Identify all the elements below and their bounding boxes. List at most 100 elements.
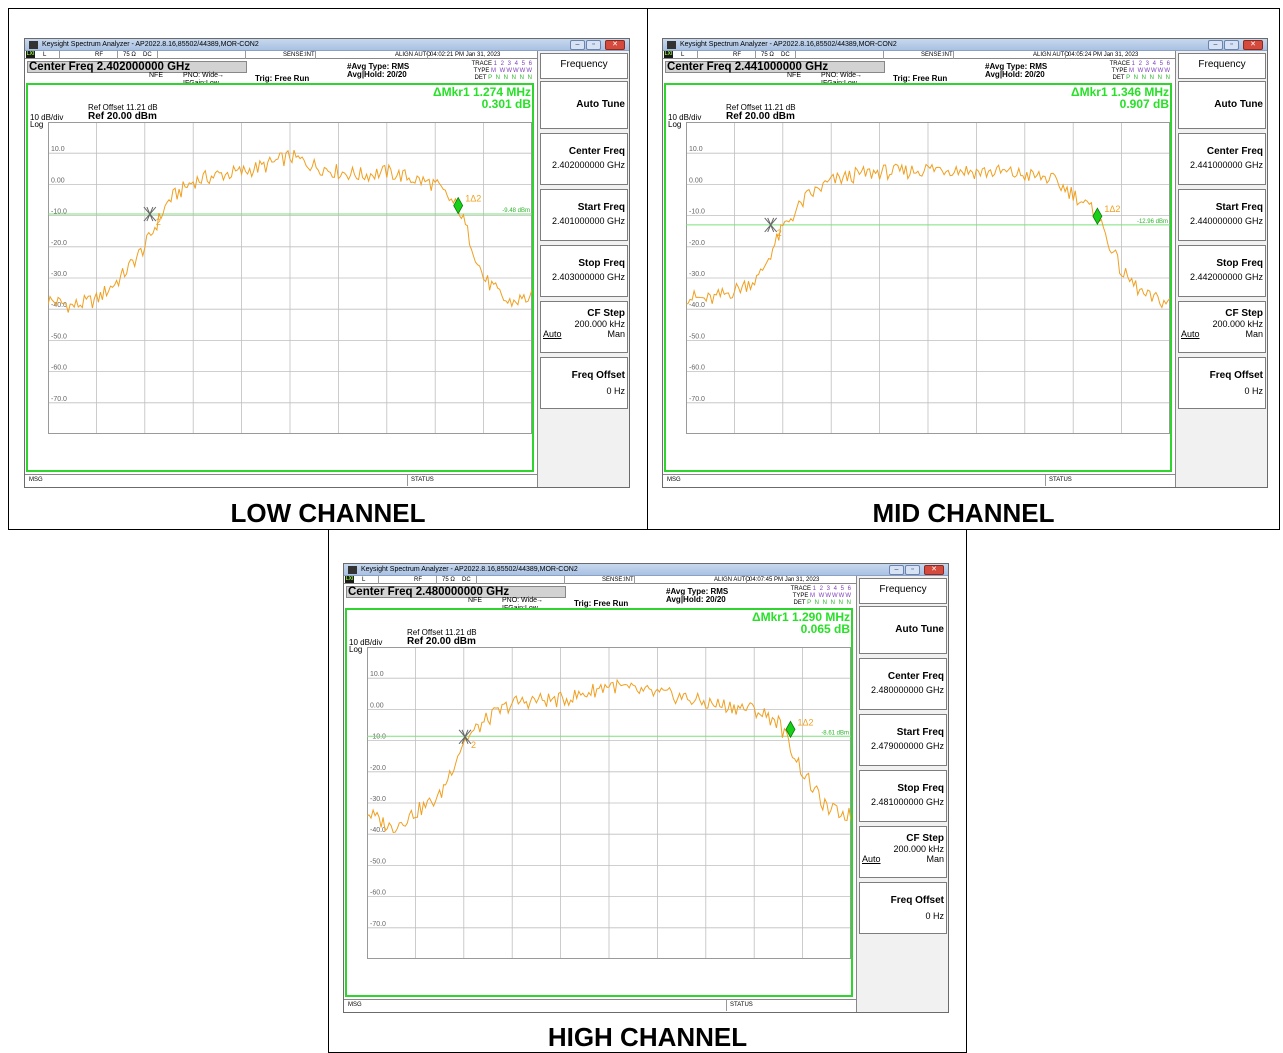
type-row-label: TYPE <box>792 593 809 599</box>
mid-channel-label: MID CHANNEL <box>872 498 1055 528</box>
y-tick-label: -10.0 <box>370 734 386 741</box>
softkey-center-freq[interactable]: Center Freq 2.480000000 GHz <box>859 658 947 710</box>
marker-readout: ΔMkr1 1.290 MHz 0.065 dB <box>752 611 850 635</box>
softkey-stop-freq[interactable]: Stop Freq 2.403000000 GHz <box>540 245 628 297</box>
marker-readout: ΔMkr1 1.346 MHz 0.907 dB <box>1071 86 1169 110</box>
title-bar: Keysight Spectrum Analyzer - AP2022.8.16… <box>663 39 1267 51</box>
status-mode: L <box>362 577 366 583</box>
cf-step-auto: Auto <box>1181 329 1200 339</box>
status-label: STATUS <box>726 1000 753 1011</box>
softkey-center-freq[interactable]: Center Freq 2.441000000 GHz <box>1178 133 1266 185</box>
avg-type-label: #Avg Type: RMS <box>985 62 1048 71</box>
y-tick-label: -70.0 <box>370 921 386 928</box>
lxi-icon: LXI <box>345 576 354 583</box>
close-icon[interactable]: ✕ <box>1243 40 1263 50</box>
y-tick-label: -20.0 <box>370 765 386 772</box>
marker-delta: ΔMkr1 1.346 MHz <box>1071 85 1169 99</box>
graticule-area[interactable]: ΔMkr1 1.290 MHz 0.065 dB Ref Offset 11.2… <box>345 608 853 997</box>
ref-level-label: Ref 20.00 dBm <box>88 111 157 122</box>
graticule-area[interactable]: ΔMkr1 1.274 MHz 0.301 dB Ref Offset 11.2… <box>26 83 534 472</box>
y-tick-label: -30.0 <box>689 271 705 278</box>
marker-delta: ΔMkr1 1.290 MHz <box>752 610 850 624</box>
softkey-stop-freq[interactable]: Stop Freq 2.481000000 GHz <box>859 770 947 822</box>
softkey-auto-tune[interactable]: Auto Tune <box>1178 81 1266 129</box>
softkey-cf-step[interactable]: CF Step 200.000 kHz Auto Man <box>859 826 947 878</box>
low-channel-label: LOW CHANNEL <box>230 498 426 528</box>
restore-icon[interactable]: ▫ <box>1224 40 1239 50</box>
scale-type-label: Log <box>30 120 44 129</box>
nfe-label: NFE <box>468 597 482 604</box>
window-title: Keysight Spectrum Analyzer - AP2022.8.16… <box>680 41 897 48</box>
trace-row-label: TRACE <box>471 61 492 67</box>
softkey-freq-offset[interactable]: Freq Offset 0 Hz <box>859 882 947 934</box>
softkey-start-freq[interactable]: Start Freq 2.440000000 GHz <box>1178 189 1266 241</box>
close-icon[interactable]: ✕ <box>605 40 625 50</box>
marker-2-icon <box>143 206 157 222</box>
ref-offset-label: Ref Offset 11.21 dB <box>726 103 796 112</box>
close-icon[interactable]: ✕ <box>924 565 944 575</box>
softkey-auto-tune[interactable]: Auto Tune <box>859 606 947 654</box>
high-channel-label: HIGH CHANNEL <box>547 1022 748 1052</box>
marker-2-icon <box>458 729 472 745</box>
trace-row-value: 1 2 3 4 5 6 <box>493 61 533 67</box>
marker-value: 0.065 dB <box>800 622 850 636</box>
minimize-icon[interactable]: – <box>570 40 585 50</box>
threshold-label: -12.96 dBm <box>1137 219 1168 225</box>
status-impedance: 75 Ω <box>123 52 136 58</box>
y-tick-label: -60.0 <box>370 890 386 897</box>
softkey-auto-tune[interactable]: Auto Tune <box>540 81 628 129</box>
softkey-start-freq[interactable]: Start Freq 2.479000000 GHz <box>859 714 947 766</box>
softkey-freq-offset[interactable]: Freq Offset 0 Hz <box>1178 357 1266 409</box>
y-tick-label: 10.0 <box>689 146 703 153</box>
center-freq-title[interactable]: Center Freq 2.402000000 GHz <box>27 61 247 73</box>
trace-row-label: TRACE <box>790 586 811 592</box>
marker-1-diamond-icon <box>453 196 464 215</box>
softkey-freq-offset[interactable]: Freq Offset 0 Hz <box>540 357 628 409</box>
y-tick-label: -20.0 <box>51 240 67 247</box>
trig-label: Trig: Free Run <box>255 74 310 83</box>
cf-step-man: Man <box>926 854 944 864</box>
status-align: ALIGN AUTO <box>1033 52 1069 58</box>
restore-icon[interactable]: ▫ <box>905 565 920 575</box>
center-freq-title[interactable]: Center Freq 2.480000000 GHz <box>346 586 566 598</box>
nfe-label: NFE <box>787 72 801 79</box>
center-freq-title[interactable]: Center Freq 2.441000000 GHz <box>665 61 885 73</box>
marker-1-diamond-icon <box>785 720 796 739</box>
avg-type-label: #Avg Type: RMS <box>347 62 410 71</box>
status-timestamp: 04:07:45 PM Jan 31, 2023 <box>749 577 820 583</box>
softkey-cf-step[interactable]: CF Step 200.000 kHz Auto Man <box>540 301 628 353</box>
nfe-label: NFE <box>149 72 163 79</box>
avg-hold-label: Avg|Hold: 20/20 <box>347 70 407 79</box>
app-logo-icon <box>29 41 38 49</box>
marker-readout: ΔMkr1 1.274 MHz 0.301 dB <box>433 86 531 110</box>
det-row-value: P N N N N N <box>488 75 533 81</box>
message-bar: MSG STATUS <box>344 999 856 1012</box>
restore-icon[interactable]: ▫ <box>586 40 601 50</box>
softkey-center-freq[interactable]: Center Freq 2.402000000 GHz <box>540 133 628 185</box>
softkey-start-freq[interactable]: Start Freq 2.401000000 GHz <box>540 189 628 241</box>
minimize-icon[interactable]: – <box>1208 40 1223 50</box>
threshold-label: -8.61 dBm <box>821 730 849 736</box>
status-mode: L <box>681 52 685 58</box>
y-tick-label: -40.0 <box>689 302 705 309</box>
minimize-icon[interactable]: – <box>889 565 904 575</box>
softkey-cf-step[interactable]: CF Step 200.000 kHz Auto Man <box>1178 301 1266 353</box>
status-row: LXI L RF 75 Ω DC SENSE:INT ALIGN AUTO 04… <box>663 51 1175 59</box>
status-timestamp: 04:02:21 PM Jan 31, 2023 <box>430 52 501 58</box>
graticule-area[interactable]: ΔMkr1 1.346 MHz 0.907 dB Ref Offset 11.2… <box>664 83 1172 472</box>
status-rf: RF <box>95 52 103 58</box>
trace-table: TRACE 1 2 3 4 5 6 TYPE M WWWWW DET P N N… <box>791 586 852 607</box>
spectrum-analyzer-window-0: Keysight Spectrum Analyzer - AP2022.8.16… <box>24 38 630 488</box>
cf-step-man: Man <box>607 329 625 339</box>
lxi-icon: LXI <box>26 51 35 58</box>
marker-2-label: 2 <box>471 740 476 750</box>
softkey-stop-freq[interactable]: Stop Freq 2.442000000 GHz <box>1178 245 1266 297</box>
message-bar: MSG STATUS <box>663 474 1175 487</box>
scale-type-label: Log <box>668 120 682 129</box>
status-label: STATUS <box>407 475 434 486</box>
title-bar: Keysight Spectrum Analyzer - AP2022.8.16… <box>344 564 948 576</box>
trace-row-value: 1 2 3 4 5 6 <box>812 586 852 592</box>
spectrum-chart: 10.0 0.00 -10.0 -20.0 -30.0 -40.0 -50.0 -60.0 -7… <box>686 122 1170 434</box>
trace-table: TRACE 1 2 3 4 5 6 TYPE M WWWWW DET P N N… <box>1110 61 1171 82</box>
y-tick-label: -70.0 <box>689 396 705 403</box>
